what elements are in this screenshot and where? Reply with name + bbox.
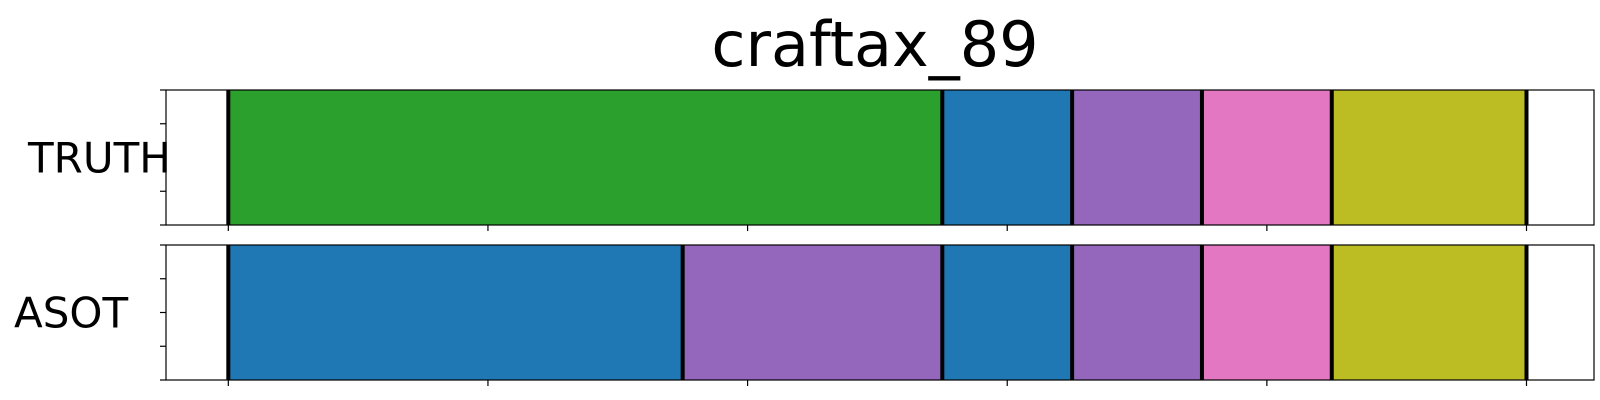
segment-truth-3 (1201, 90, 1332, 225)
segment-asot-4 (1201, 245, 1332, 380)
segment-truth-2 (1072, 90, 1202, 225)
row-truth: TRUTH (27, 89, 1595, 231)
segment-asot-1 (682, 245, 943, 380)
chart-rows: TRUTH ASOT (14, 89, 1595, 386)
segment-asot-5 (1331, 245, 1527, 380)
row-asot: ASOT (14, 244, 1595, 386)
segment-asot-0 (228, 245, 683, 380)
segment-truth-0 (228, 90, 943, 225)
segment-asot-2 (942, 245, 1073, 380)
segment-asot-3 (1072, 245, 1202, 380)
chart-title: craftax_89 (711, 8, 1038, 81)
row-label-asot: ASOT (14, 289, 128, 338)
segment-truth-4 (1331, 90, 1527, 225)
row-label-truth: TRUTH (27, 134, 171, 183)
segment-truth-1 (942, 90, 1073, 225)
